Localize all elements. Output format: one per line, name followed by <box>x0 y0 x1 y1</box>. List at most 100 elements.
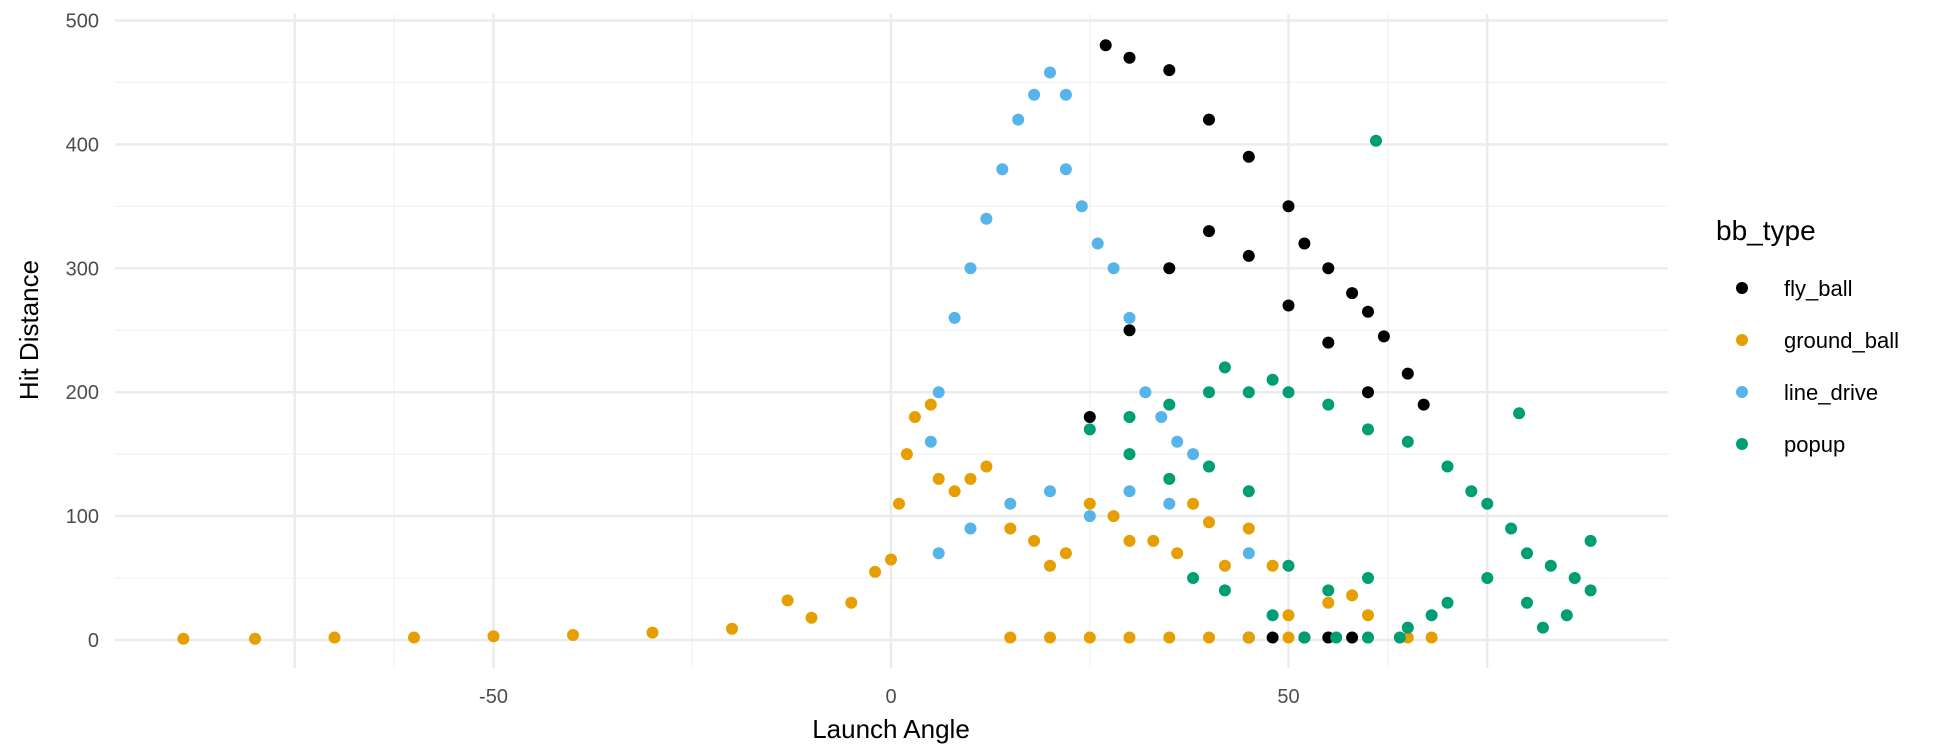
data-point <box>1282 386 1295 399</box>
data-point <box>908 411 921 423</box>
data-point <box>1481 497 1494 510</box>
data-point <box>1346 631 1359 644</box>
data-point <box>885 553 897 566</box>
legend-label-popup: popup <box>1784 432 1845 457</box>
legend-label-line-drive: line_drive <box>1784 380 1878 405</box>
data-point <box>893 497 905 510</box>
data-point <box>1266 373 1279 386</box>
data-point <box>1083 631 1096 644</box>
data-point <box>1521 596 1533 609</box>
data-point <box>1505 522 1518 535</box>
x-tick-label: -50 <box>479 686 508 708</box>
data-point <box>1083 510 1096 523</box>
data-point <box>964 522 977 535</box>
data-point <box>1282 559 1295 572</box>
data-point <box>1218 559 1231 572</box>
data-point <box>1083 411 1096 423</box>
data-point <box>1218 361 1231 374</box>
data-point <box>1560 609 1573 622</box>
data-point <box>1401 621 1414 634</box>
data-point <box>1584 584 1597 597</box>
data-point <box>1330 631 1343 644</box>
data-point <box>1266 609 1279 622</box>
data-point <box>1155 411 1168 423</box>
data-point <box>1107 510 1120 523</box>
data-point <box>1242 249 1255 262</box>
data-point <box>932 547 945 560</box>
y-axis-title: Hit Distance <box>14 260 44 400</box>
data-point <box>1139 386 1152 399</box>
data-point <box>1163 631 1176 644</box>
data-point <box>1203 516 1215 529</box>
y-tick-label: 100 <box>66 506 99 528</box>
data-point <box>1218 584 1231 597</box>
data-point <box>328 631 341 644</box>
data-point <box>1362 631 1374 644</box>
data-point <box>805 611 818 624</box>
data-point <box>1282 299 1295 312</box>
data-point <box>1203 460 1215 473</box>
data-point <box>1266 559 1279 572</box>
data-point <box>1282 631 1295 644</box>
legend-label-fly-ball: fly_ball <box>1784 276 1852 301</box>
data-point <box>1242 150 1255 163</box>
data-point <box>1441 460 1454 473</box>
series-line-drive <box>924 66 1255 560</box>
data-point <box>932 386 945 399</box>
data-point <box>1298 237 1311 250</box>
data-point <box>1163 262 1176 275</box>
data-point <box>1362 423 1374 436</box>
data-point <box>924 398 937 411</box>
data-point <box>408 631 420 644</box>
data-point <box>1044 559 1056 572</box>
data-point <box>932 472 945 485</box>
data-point <box>980 460 993 473</box>
data-point <box>1091 237 1104 250</box>
legend-label-ground-ball: ground_ball <box>1784 328 1899 353</box>
data-point <box>1059 547 1072 560</box>
data-point <box>924 435 937 448</box>
data-point <box>1266 631 1279 644</box>
data-point <box>1163 472 1176 485</box>
data-point <box>900 448 913 461</box>
data-point <box>1163 398 1176 411</box>
series-popup <box>1083 134 1597 644</box>
data-point <box>948 311 961 324</box>
data-point <box>1203 631 1215 644</box>
y-axis-ticks: 0 100 200 300 400 500 <box>66 11 99 653</box>
data-point <box>1123 411 1136 423</box>
data-point <box>1584 534 1597 547</box>
data-point <box>1544 559 1557 572</box>
data-point <box>1123 631 1136 644</box>
data-point <box>1123 534 1136 547</box>
data-point <box>1513 407 1526 420</box>
data-point <box>1203 113 1215 126</box>
data-point <box>1568 572 1581 584</box>
data-point <box>1044 485 1056 498</box>
legend-key-fly-ball <box>1736 282 1748 294</box>
data-point <box>1203 386 1215 399</box>
data-point <box>1417 398 1430 411</box>
major-gridlines <box>115 14 1668 668</box>
data-point <box>1322 262 1335 275</box>
data-point <box>1123 448 1136 461</box>
data-point <box>1163 64 1176 77</box>
data-point <box>1171 547 1184 560</box>
data-point <box>177 632 190 645</box>
data-point <box>1123 324 1136 337</box>
data-point <box>1521 547 1533 560</box>
data-point <box>1377 330 1390 343</box>
legend-title: bb_type <box>1716 215 1816 246</box>
x-axis-title: Launch Angle <box>812 714 970 744</box>
data-point <box>1004 631 1017 644</box>
data-point <box>845 596 858 609</box>
y-tick-label: 300 <box>66 258 99 280</box>
data-point <box>646 626 659 639</box>
data-point <box>1028 534 1041 547</box>
data-point <box>1362 609 1374 622</box>
data-point <box>1044 631 1056 644</box>
data-point <box>1242 485 1255 498</box>
data-point <box>1187 572 1200 584</box>
data-point <box>1401 435 1414 448</box>
data-point <box>980 212 993 225</box>
